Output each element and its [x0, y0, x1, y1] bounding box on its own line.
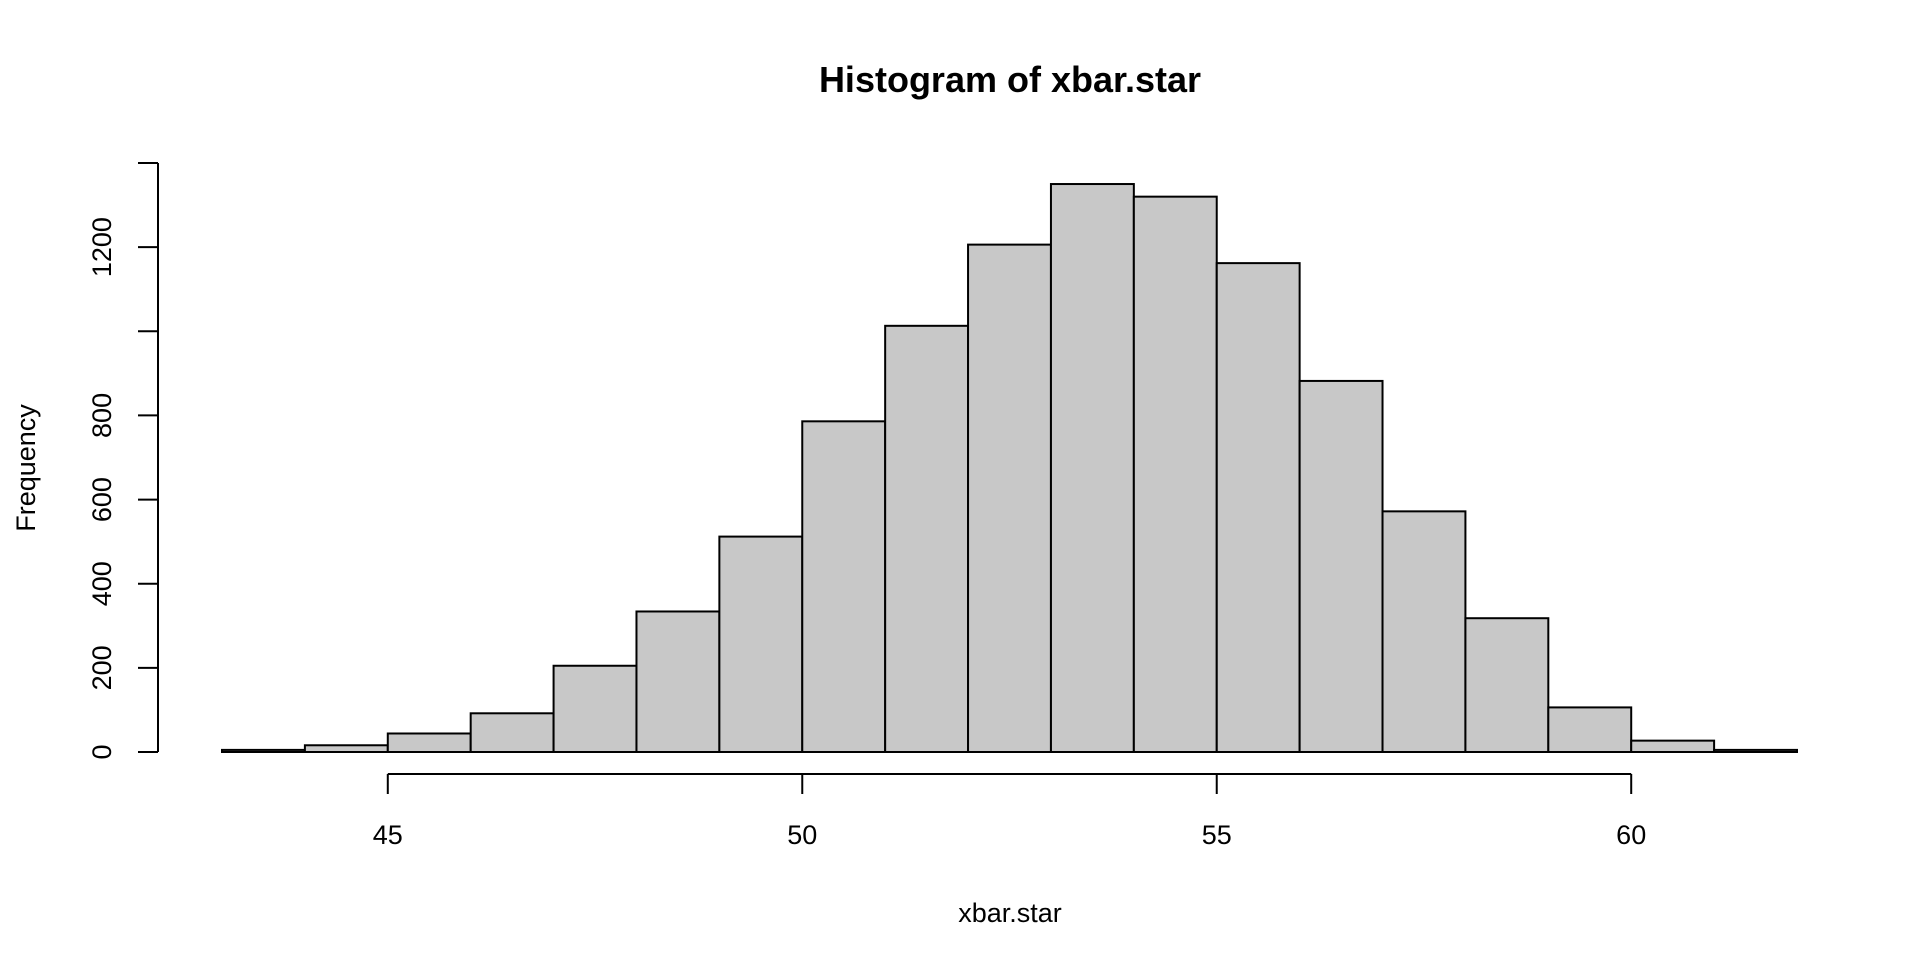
x-axis: 45 50 55 60	[373, 773, 1646, 850]
histogram-bar	[635, 610, 721, 754]
histogram-bar	[884, 324, 970, 753]
histogram-bars	[221, 183, 1798, 754]
histogram-bar	[469, 712, 555, 754]
x-tick-label: 55	[1202, 820, 1232, 850]
x-axis-label: xbar.star	[958, 898, 1062, 928]
y-axis: 0 200 400 600 800 1200	[87, 162, 159, 760]
histogram-bar	[1464, 617, 1550, 753]
y-axis-label: Frequency	[11, 404, 41, 532]
histogram-bar	[1630, 739, 1716, 753]
histogram-bar	[967, 243, 1052, 754]
histogram-bar	[1547, 706, 1633, 754]
y-tick-label: 400	[87, 561, 117, 606]
histogram-bar	[552, 664, 638, 754]
histogram-bar	[801, 420, 887, 753]
x-tick-label: 50	[787, 820, 817, 850]
histogram-bar	[303, 744, 389, 753]
histogram-bar	[1049, 183, 1135, 754]
histogram-bar	[221, 748, 306, 753]
histogram-bar	[1381, 510, 1467, 754]
y-tick-label: 600	[87, 477, 117, 522]
y-tick-label: 0	[87, 744, 117, 759]
y-tick-label: 200	[87, 645, 117, 690]
chart-title: Histogram of xbar.star	[819, 59, 1201, 100]
x-tick-label: 60	[1616, 820, 1646, 850]
histogram-bar	[1713, 748, 1798, 753]
histogram-bar	[718, 535, 804, 754]
histogram-bar	[1132, 195, 1218, 753]
histogram-bar	[386, 732, 472, 754]
y-tick-label: 800	[87, 393, 117, 438]
histogram-bar	[1298, 379, 1384, 753]
x-tick-label: 45	[373, 820, 403, 850]
histogram-bar	[1215, 262, 1301, 753]
y-tick-label: 1200	[87, 217, 117, 277]
